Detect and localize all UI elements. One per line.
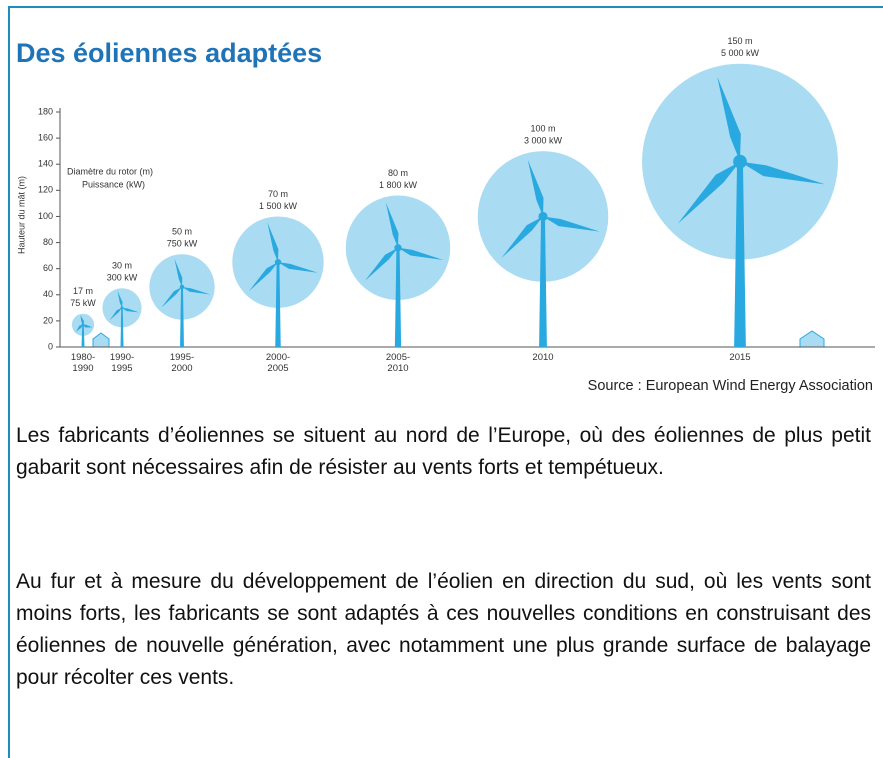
- diameter-label: 100 m: [530, 124, 555, 134]
- y-tick-label: 80: [43, 237, 53, 247]
- x-tick-label: 2000-2005: [261, 352, 295, 374]
- x-tick-label: 2005-2010: [381, 352, 415, 374]
- x-tick-label: 2010: [526, 352, 560, 363]
- legend-diameter: Diamètre du rotor (m): [67, 166, 153, 176]
- y-tick-label: 40: [43, 289, 53, 299]
- hub: [733, 155, 747, 169]
- power-label: 5 000 kW: [721, 48, 760, 58]
- paragraph: Au fur et à mesure du développement de l…: [16, 566, 871, 694]
- diameter-label: 50 m: [172, 227, 192, 237]
- y-tick-label: 20: [43, 315, 53, 325]
- paragraph: Les fabricants d’éoliennes se situent au…: [16, 420, 871, 484]
- power-label: 3 000 kW: [524, 136, 563, 146]
- x-tick-label: 1990-1995: [105, 352, 139, 374]
- power-label: 750 kW: [167, 239, 198, 249]
- house-icon: [800, 331, 824, 347]
- y-tick-label: 140: [38, 159, 53, 169]
- y-tick-label: 120: [38, 185, 53, 195]
- diameter-label: 150 m: [727, 36, 752, 46]
- y-axis-label: Hauteur du mât (m): [16, 176, 26, 254]
- diameter-label: 70 m: [268, 189, 288, 199]
- hub: [275, 259, 281, 265]
- hub: [538, 212, 547, 221]
- y-tick-label: 160: [38, 132, 53, 142]
- hub: [82, 323, 85, 326]
- y-tick-label: 60: [43, 263, 53, 273]
- y-tick-label: 0: [48, 341, 53, 351]
- hub: [394, 244, 401, 251]
- source: Source : European Wind Energy Associatio…: [588, 378, 873, 394]
- power-label: 1 800 kW: [379, 180, 418, 190]
- y-tick-label: 100: [38, 211, 53, 221]
- x-tick-label: 1980-1990: [66, 352, 100, 374]
- power-label: 300 kW: [107, 273, 138, 283]
- diameter-label: 17 m: [73, 286, 93, 296]
- chart: Diamètre du rotor (m) Puissance (kW) Hau…: [0, 0, 883, 400]
- y-tick-label: 180: [38, 106, 53, 116]
- hub: [121, 306, 124, 309]
- legend-power: Puissance (kW): [82, 179, 145, 189]
- power-label: 1 500 kW: [259, 201, 298, 211]
- house-icon: [93, 333, 109, 347]
- power-label: 75 kW: [70, 298, 96, 308]
- x-tick-label: 1995-2000: [165, 352, 199, 374]
- diameter-label: 80 m: [388, 168, 408, 178]
- x-tick-label: 2015: [723, 352, 757, 363]
- hub: [180, 285, 185, 290]
- page: Des éoliennes adaptées Diamètre du rotor…: [0, 0, 883, 758]
- diameter-label: 30 m: [112, 261, 132, 271]
